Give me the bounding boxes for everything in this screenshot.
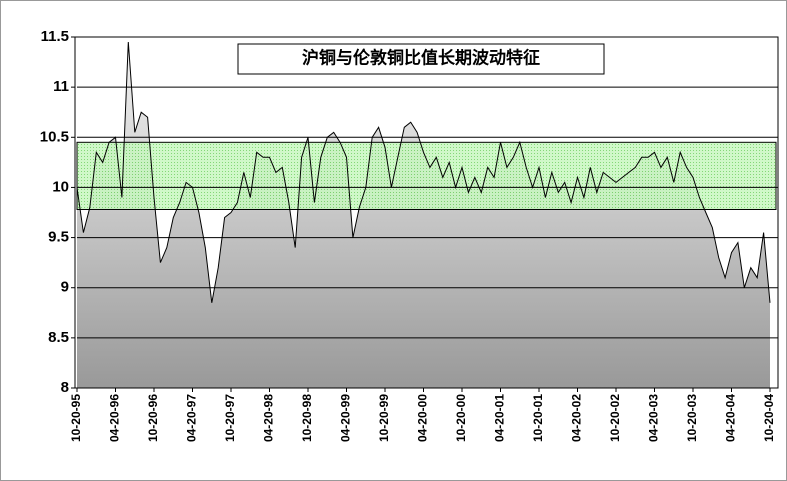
x-tick-label: 10-20-99 (377, 394, 391, 442)
x-tick-label: 10-20-02 (608, 394, 622, 442)
y-tick-label: 10.5 (40, 128, 69, 145)
x-tick-label: 04-20-00 (416, 394, 430, 442)
x-tick-label: 04-20-03 (647, 394, 661, 442)
y-tick-label: 10 (52, 178, 69, 195)
x-tick-label: 10-20-96 (146, 394, 160, 442)
x-tick-label: 04-20-99 (339, 394, 353, 442)
band (76, 141, 777, 210)
y-tick-label: 11.5 (41, 28, 69, 45)
y-tick-label: 11 (53, 78, 69, 95)
area (77, 42, 770, 388)
x-tick-label: 10-20-00 (454, 394, 468, 442)
x-tick-label: 04-20-01 (493, 394, 507, 442)
y-tick-label: 9.5 (48, 229, 69, 246)
x-tick-label: 04-20-98 (262, 394, 276, 442)
y-tick-label: 8.5 (48, 329, 69, 346)
chart-title: 沪铜与伦敦铜比值长期波动特征 (302, 47, 540, 67)
x-tick-label: 10-20-98 (300, 394, 314, 442)
x-tick-label: 04-20-97 (185, 394, 199, 442)
x-tick-label: 04-20-96 (108, 394, 122, 442)
x-tick-label: 10-20-01 (531, 394, 545, 442)
x-tick-label: 10-20-95 (69, 394, 83, 442)
x-tick-label: 04-20-02 (570, 394, 584, 442)
y-tick-label: 9 (61, 279, 69, 296)
line (76, 41, 771, 303)
x-tick-label: 10-20-04 (762, 394, 776, 442)
y-tick-label: 8 (61, 379, 69, 396)
x-tick-label: 10-20-97 (223, 394, 237, 442)
x-tick-label: 04-20-04 (724, 394, 738, 442)
title-box (237, 43, 605, 75)
x-tick-label: 10-20-03 (685, 394, 699, 442)
